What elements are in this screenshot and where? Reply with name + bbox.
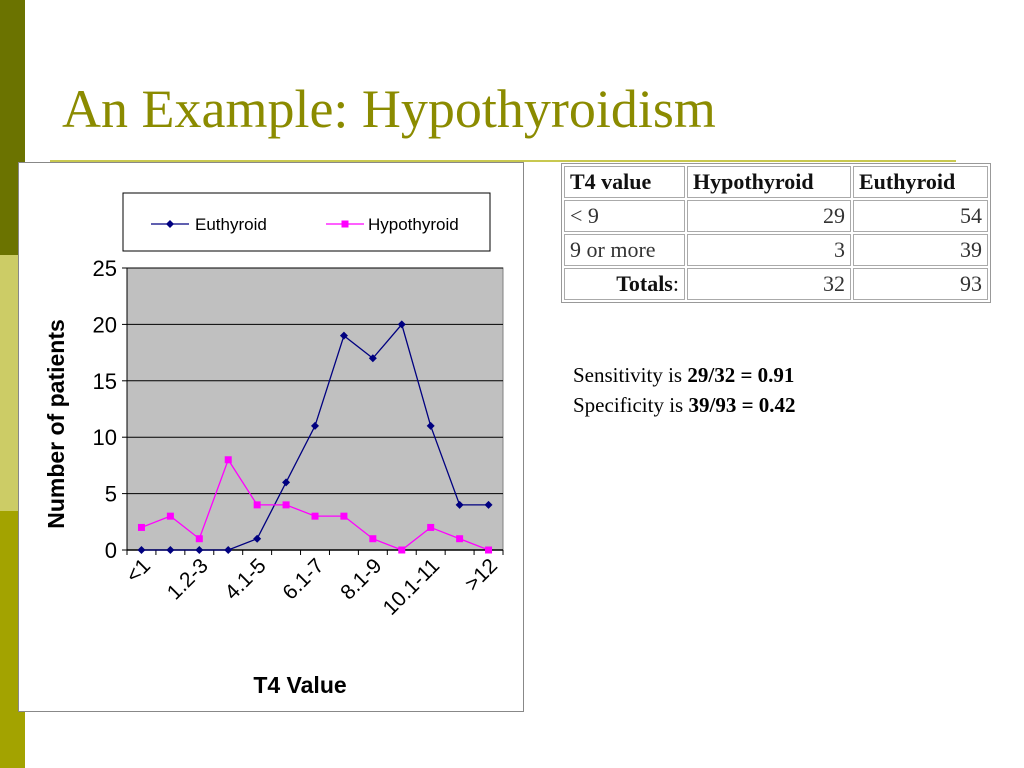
cell-euthyroid: 54 bbox=[853, 200, 988, 232]
sensitivity-line: Sensitivity is 29/32 = 0.91 bbox=[573, 360, 796, 390]
data-point-hypothyroid bbox=[224, 456, 232, 464]
data-point-euthyroid bbox=[166, 546, 175, 554]
totals-colon: : bbox=[672, 271, 679, 296]
legend-label: Hypothyroid bbox=[368, 215, 459, 234]
data-point-euthyroid bbox=[368, 354, 377, 363]
table-row: 9 or more 3 39 bbox=[564, 234, 988, 266]
x-tick-label: <1 bbox=[122, 554, 155, 587]
y-tick-label: 5 bbox=[105, 482, 117, 507]
sensitivity-value: 29/32 = 0.91 bbox=[687, 363, 795, 387]
legend-box bbox=[122, 192, 491, 252]
data-point-euthyroid bbox=[484, 500, 493, 509]
total-hypothyroid: 32 bbox=[687, 268, 851, 300]
data-point-hypothyroid bbox=[340, 512, 348, 520]
title-underline bbox=[50, 160, 956, 162]
cell-hypothyroid: 3 bbox=[687, 234, 851, 266]
header-euthyroid: Euthyroid bbox=[853, 166, 988, 198]
y-tick-label: 0 bbox=[105, 538, 117, 563]
totals-label-text: Totals bbox=[616, 271, 673, 296]
x-axis-title: T4 Value bbox=[253, 672, 346, 698]
row-label: 9 or more bbox=[564, 234, 685, 266]
y-tick-label: 15 bbox=[93, 369, 117, 394]
slide-title: An Example: Hypothyroidism bbox=[62, 79, 716, 139]
cell-hypothyroid: 29 bbox=[687, 200, 851, 232]
plot-area bbox=[126, 267, 504, 551]
chart-container: 0 5 10 15 20 25 <1 1.2-3 4.1-5 6.1-7 8.1-9 10.1-11 >… bbox=[18, 162, 524, 712]
specificity-label: Specificity is bbox=[573, 393, 689, 417]
data-point-hypothyroid bbox=[195, 535, 203, 543]
data-point-hypothyroid bbox=[485, 546, 493, 554]
stats-block: Sensitivity is 29/32 = 0.91 Specificity … bbox=[573, 360, 796, 420]
data-point-hypothyroid bbox=[456, 535, 464, 543]
x-tick-label: 10.1-11 bbox=[379, 554, 445, 620]
header-t4-value: T4 value bbox=[564, 166, 685, 198]
data-point-euthyroid bbox=[224, 546, 233, 554]
sensitivity-label: Sensitivity is bbox=[573, 363, 688, 387]
data-point-hypothyroid bbox=[398, 546, 406, 554]
y-tick-label: 20 bbox=[93, 312, 117, 337]
cell-euthyroid: 39 bbox=[853, 234, 988, 266]
data-point-hypothyroid bbox=[311, 512, 319, 520]
data-point-hypothyroid bbox=[369, 535, 377, 543]
table-row: < 9 29 54 bbox=[564, 200, 988, 232]
y-tick-label: 10 bbox=[93, 425, 117, 450]
y-tick-label: 25 bbox=[93, 256, 117, 281]
header-hypothyroid: Hypothyroid bbox=[687, 166, 851, 198]
data-point-euthyroid bbox=[137, 546, 146, 554]
line-chart: 0 5 10 15 20 25 <1 1.2-3 4.1-5 6.1-7 8.1-910.1-11 >… bbox=[43, 192, 504, 698]
y-axis-title: Number of patients bbox=[43, 319, 69, 529]
row-label: < 9 bbox=[564, 200, 685, 232]
table-header-row: T4 value Hypothyroid Euthyroid bbox=[564, 166, 988, 198]
data-point-euthyroid bbox=[195, 546, 204, 554]
data-point-euthyroid bbox=[455, 500, 464, 509]
data-point-euthyroid bbox=[282, 478, 291, 487]
total-euthyroid: 93 bbox=[853, 268, 988, 300]
x-tick-label: 4.1-5 bbox=[221, 554, 271, 604]
data-point-euthyroid bbox=[311, 421, 319, 430]
table-totals-row: Totals: 32 93 bbox=[564, 268, 988, 300]
x-tick-label: >12 bbox=[461, 554, 502, 595]
data-point-euthyroid bbox=[397, 320, 406, 329]
x-tick-label: 6.1-7 bbox=[278, 554, 328, 604]
data-point-euthyroid bbox=[426, 421, 435, 430]
t4-contingency-table: T4 value Hypothyroid Euthyroid < 9 29 54… bbox=[561, 163, 991, 303]
data-point-euthyroid bbox=[339, 331, 348, 340]
data-point-hypothyroid bbox=[166, 512, 174, 520]
specificity-value: 39/93 = 0.42 bbox=[688, 393, 796, 417]
legend-marker bbox=[166, 220, 174, 228]
data-point-hypothyroid bbox=[253, 501, 261, 509]
data-point-hypothyroid bbox=[427, 523, 435, 531]
specificity-line: Specificity is 39/93 = 0.42 bbox=[573, 390, 796, 420]
data-point-euthyroid bbox=[253, 534, 262, 543]
x-tick-label: 8.1-9 bbox=[336, 554, 386, 604]
legend-label: Euthyroid bbox=[195, 215, 267, 234]
data-point-hypothyroid bbox=[282, 501, 290, 509]
x-tick-label: 1.2-3 bbox=[163, 554, 213, 604]
legend-marker bbox=[341, 220, 349, 228]
totals-label: Totals: bbox=[564, 268, 685, 300]
data-point-hypothyroid bbox=[137, 523, 145, 531]
